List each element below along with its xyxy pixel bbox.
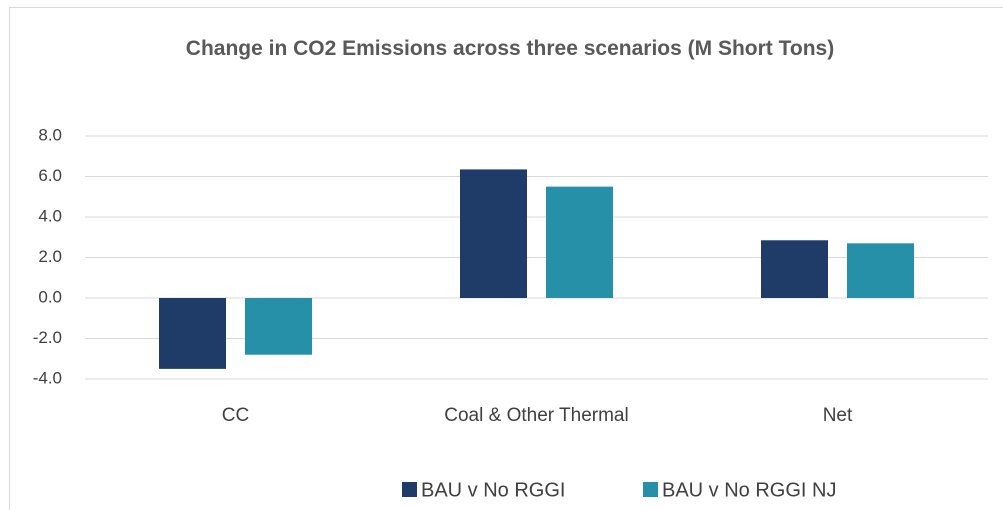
y-tick-label: 4.0 — [38, 206, 62, 225]
y-tick-label: -4.0 — [33, 368, 62, 387]
bar — [847, 243, 914, 298]
chart-border — [9, 7, 1003, 510]
y-tick-label: 2.0 — [38, 247, 62, 266]
bar — [546, 186, 613, 298]
x-tick-label: Coal & Other Thermal — [444, 405, 628, 426]
bar — [159, 298, 226, 369]
legend-label: BAU v No RGGI NJ — [662, 479, 836, 501]
bar — [245, 298, 312, 355]
bar — [761, 240, 828, 298]
bar — [460, 169, 527, 298]
y-tick-label: 8.0 — [38, 125, 62, 144]
legend-swatch — [402, 482, 417, 497]
chart-title: Change in CO2 Emissions across three sce… — [185, 37, 835, 60]
y-tick-label: -2.0 — [33, 328, 62, 347]
x-tick-label: CC — [222, 405, 249, 426]
legend-swatch — [643, 482, 658, 497]
y-tick-label: 0.0 — [38, 287, 62, 306]
y-tick-label: 6.0 — [38, 166, 62, 185]
legend-label: BAU v No RGGI — [421, 479, 565, 501]
x-tick-label: Net — [823, 405, 853, 426]
